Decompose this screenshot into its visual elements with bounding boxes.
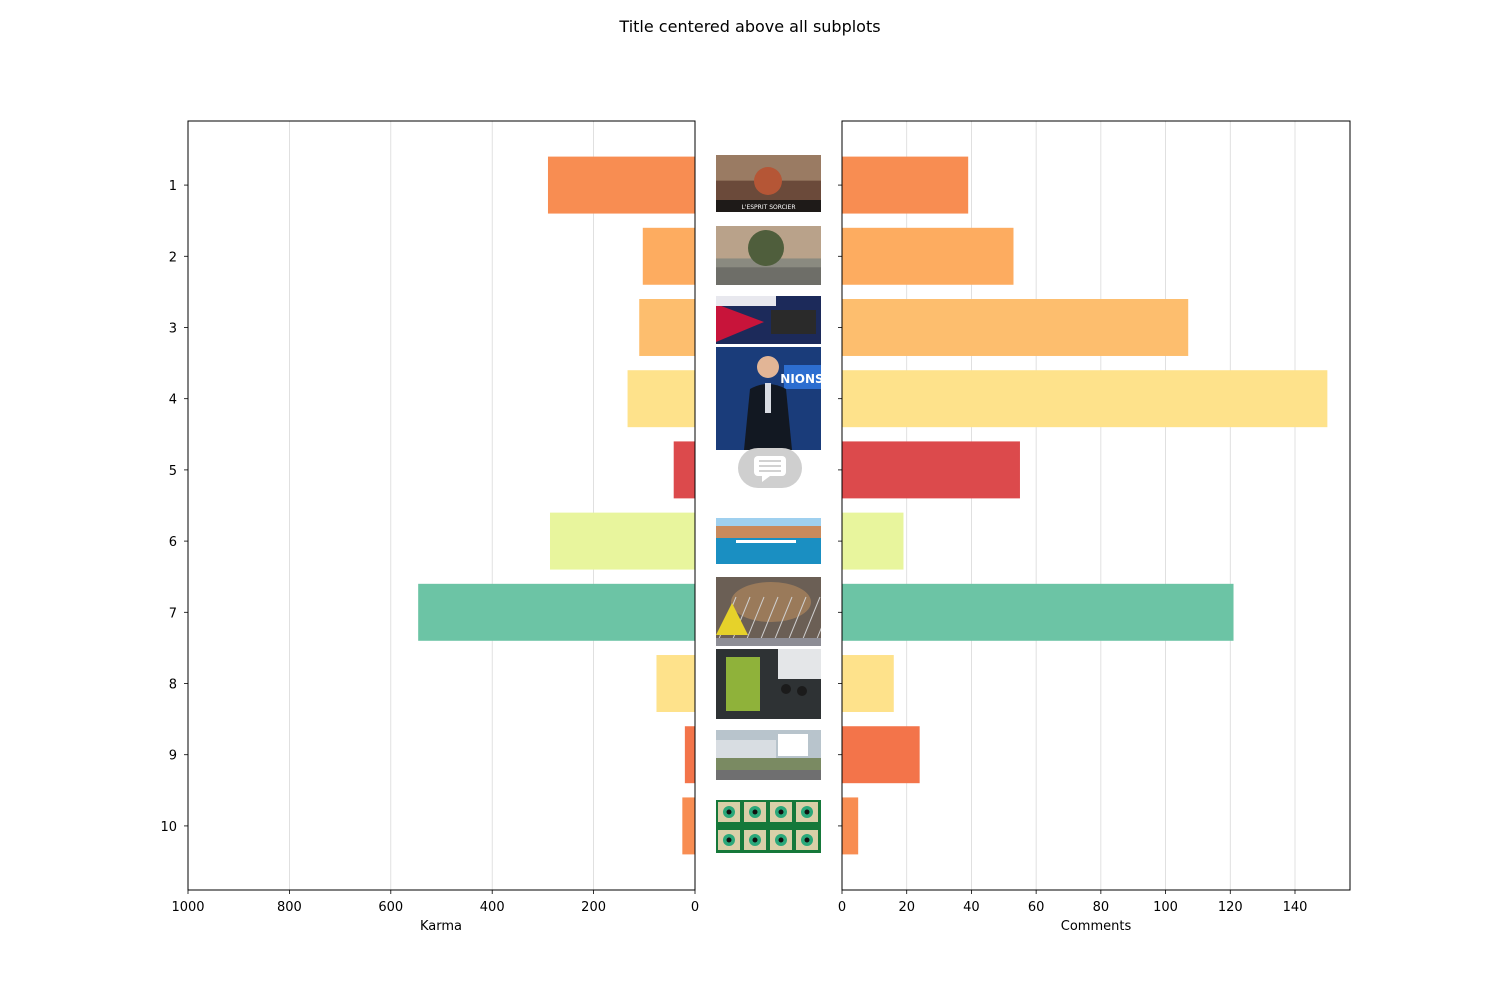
ticks: 1000 800 600 400 200 0 0 20 40 60 80 100 120 140 1 2 3 4 5… (160, 179, 1307, 915)
comments-axis-label: Comments (1061, 919, 1132, 934)
bus-stop-poster-thumbnail (716, 649, 821, 719)
comments-bar-6 (842, 512, 904, 570)
ytick-label: 10 (160, 820, 177, 835)
comments-bar-10 (842, 797, 859, 855)
karma-bar-6 (549, 512, 695, 570)
karma-bar-5 (673, 441, 695, 499)
karma-bar-3 (639, 299, 695, 356)
comments-xtick-label: 0 (838, 900, 846, 915)
news-anchor-thumbnail: NIONS (716, 347, 823, 450)
ytick-label: 5 (169, 464, 177, 479)
karma-bar-4 (627, 370, 695, 428)
office-building-thumbnail (716, 730, 821, 780)
karma-bar-2 (642, 227, 695, 285)
bars (418, 156, 1328, 855)
karma-bar-8 (656, 655, 695, 712)
chart-title: Title centered above all subplots (618, 17, 880, 36)
flag-newsreel-thumbnail (716, 296, 821, 344)
comments-bar-7 (842, 583, 1234, 641)
street-square-thumbnail (716, 226, 821, 285)
ytick-label: 2 (169, 250, 177, 265)
comment-placeholder-icon (738, 448, 802, 488)
ytick-label: 9 (169, 749, 177, 764)
ytick-label: 1 (169, 179, 177, 194)
ytick-label: 4 (169, 393, 177, 408)
comments-bar-8 (842, 655, 894, 712)
ytick-label: 6 (169, 535, 177, 550)
comments-axes-frame (841, 120, 1351, 891)
harbor-town-thumbnail (716, 518, 821, 564)
comments-bar-5 (842, 441, 1020, 499)
comments-bar-1 (842, 156, 969, 214)
comments-bar-9 (842, 726, 920, 784)
comments-xtick-label: 140 (1283, 900, 1308, 915)
comments-xtick-label: 120 (1218, 900, 1243, 915)
comments-bar-2 (842, 227, 1014, 285)
axes (187, 120, 1351, 891)
comments-xtick-label: 100 (1153, 900, 1178, 915)
karma-bar-1 (547, 156, 695, 214)
ytick-label: 3 (169, 321, 177, 336)
karma-bar-9 (684, 726, 695, 784)
game-poster-thumbnail: L'ESPRIT SORCIER (716, 155, 821, 212)
thumbnail-caption: L'ESPRIT SORCIER (741, 204, 795, 211)
thumbnail-caption: NIONS (780, 372, 823, 386)
karma-xtick-label: 800 (277, 900, 302, 915)
thumbnails: L'ESPRIT SORCIER NIONS (716, 155, 823, 853)
karma-bar-10 (682, 797, 695, 855)
comments-xtick-label: 60 (1028, 900, 1045, 915)
ytick-label: 7 (169, 606, 177, 621)
karma-axis-label: Karma (420, 919, 462, 934)
comments-xtick-label: 40 (963, 900, 980, 915)
karma-bar-7 (418, 583, 695, 641)
comments-xtick-label: 20 (898, 900, 915, 915)
karma-xtick-label: 200 (581, 900, 606, 915)
comments-bar-4 (842, 370, 1328, 428)
karma-xtick-label: 600 (378, 900, 403, 915)
karma-xtick-label: 1000 (171, 900, 204, 915)
comments-bar-3 (842, 299, 1189, 356)
comments-xtick-label: 80 (1093, 900, 1110, 915)
radioactive-fence-thumbnail (716, 577, 821, 646)
karma-xtick-label: 400 (480, 900, 505, 915)
ytick-label: 8 (169, 678, 177, 693)
karma-xtick-label: 0 (691, 900, 699, 915)
green-eyes-pattern-thumbnail (716, 800, 821, 853)
karma-axes-frame (187, 120, 696, 891)
